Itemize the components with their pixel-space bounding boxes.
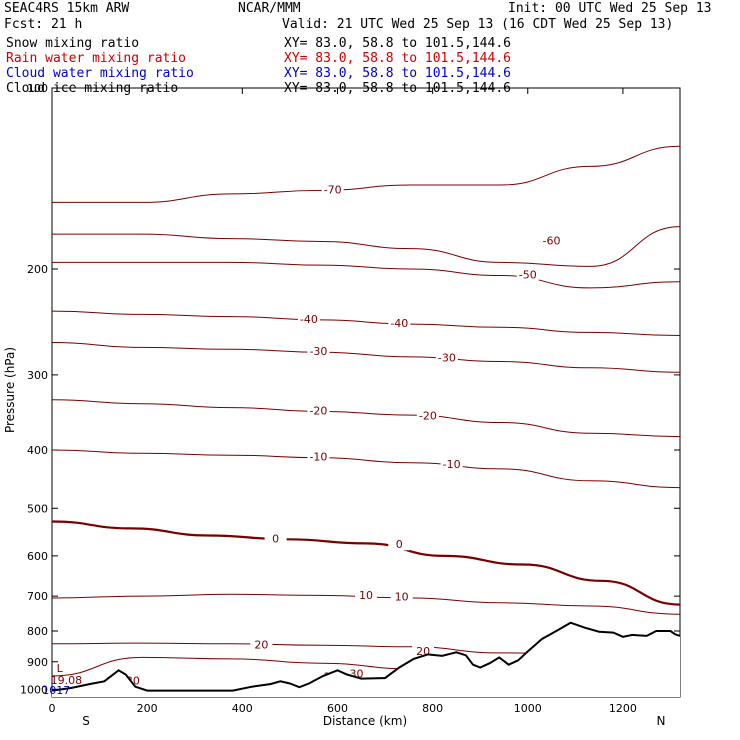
contour-label: 10 xyxy=(359,589,373,602)
isotherm-line xyxy=(51,310,681,336)
y-tick-label: 800 xyxy=(27,625,48,638)
contour-label: -30 xyxy=(438,352,456,365)
contour-label-bg xyxy=(250,638,273,651)
y-tick-label: 600 xyxy=(27,550,48,563)
contour-label: -40 xyxy=(300,313,318,326)
x-tick-label: 200 xyxy=(137,702,158,715)
y-tick-label: 100 xyxy=(27,82,48,95)
y-tick-label: 200 xyxy=(27,263,48,276)
isotherm-line xyxy=(51,520,681,606)
contour-label-bg xyxy=(307,404,330,417)
contour-label-bg xyxy=(321,183,344,196)
contour-label-bg xyxy=(388,317,411,330)
contour-label-bg xyxy=(435,351,458,364)
contour-label: -20 xyxy=(309,404,327,417)
y-axis-label: Pressure (hPa) xyxy=(3,347,17,433)
contour-label-bg xyxy=(390,590,413,603)
terrain-line xyxy=(51,621,681,692)
contour-label: -70 xyxy=(324,183,342,196)
x-end-label-north: N xyxy=(657,714,666,728)
contour-label: 10 xyxy=(395,591,409,604)
x-end-label-south: S xyxy=(82,714,90,728)
contour-label-bg xyxy=(540,234,563,247)
surface-pressure-value: 1017 xyxy=(42,684,70,697)
y-tick-label: 1000 xyxy=(20,683,48,696)
center-title: NCAR/MMM xyxy=(238,1,301,16)
contour-label-bg xyxy=(516,268,539,281)
y-tick-label: 500 xyxy=(27,502,48,515)
contour-label: -60 xyxy=(543,234,561,247)
contour-label: 0 xyxy=(396,538,403,551)
field-label-rain: Rain water mixing ratio xyxy=(6,51,186,66)
contour-label: -10 xyxy=(309,451,327,464)
field-xy-rain: XY= 83.0, 58.8 to 101.5,144.6 xyxy=(284,51,511,66)
contour-label: 0 xyxy=(272,532,279,545)
field-label-snow: Snow mixing ratio xyxy=(6,36,139,51)
isotherm-line xyxy=(51,399,681,438)
contour-label: 20 xyxy=(254,638,268,651)
init-time: Init: 00 UTC Wed 25 Sep 13 xyxy=(508,1,712,16)
x-tick-label: 0 xyxy=(49,702,56,715)
contour-label: -10 xyxy=(443,458,461,471)
x-axis-label: Distance (km) xyxy=(323,714,407,728)
terrain-fill xyxy=(52,622,680,697)
field-xy-snow: XY= 83.0, 58.8 to 101.5,144.6 xyxy=(284,36,511,51)
contour-label-bg xyxy=(355,589,377,602)
isotherm-line xyxy=(51,145,681,203)
contour-label-bg xyxy=(307,345,330,358)
low-pressure-value: 19.08 xyxy=(51,674,83,687)
valid-time: Valid: 21 UTC Wed 25 Sep 13 (16 CDT Wed … xyxy=(282,17,673,32)
contour-label-bg xyxy=(307,450,330,463)
field-label-cloud-water: Cloud water mixing ratio xyxy=(6,66,194,81)
field-xy-cloud-water: XY= 83.0, 58.8 to 101.5,144.6 xyxy=(284,66,511,81)
low-pressure-marker: L xyxy=(57,662,64,675)
isotherm-line xyxy=(52,261,681,289)
contour-label: -30 xyxy=(309,345,327,358)
y-tick-label: 900 xyxy=(27,656,48,669)
x-tick-label: 1000 xyxy=(514,702,542,715)
contour-label-bg xyxy=(388,538,411,551)
contour-label-bg xyxy=(416,409,439,422)
forecast-hour: Fcst: 21 h xyxy=(4,17,82,32)
x-tick-label: 600 xyxy=(327,702,348,715)
contour-label-bg xyxy=(440,458,463,471)
y-tick-label: 300 xyxy=(27,369,48,382)
contour-label: -50 xyxy=(519,268,537,281)
x-tick-label: 400 xyxy=(232,702,253,715)
isotherm-line xyxy=(51,342,681,373)
contour-label-bg xyxy=(297,312,320,325)
contour-label-bg xyxy=(264,532,287,545)
x-tick-label: 800 xyxy=(422,702,443,715)
y-tick-label: 400 xyxy=(27,444,48,457)
isotherm-line xyxy=(52,226,681,267)
isotherm-line xyxy=(51,449,681,489)
model-title: SEAC4RS 15km ARW xyxy=(4,1,129,16)
x-tick-label: 1200 xyxy=(609,702,637,715)
contour-label: -20 xyxy=(419,410,437,423)
y-tick-label: 700 xyxy=(27,590,48,603)
contour-label: -40 xyxy=(390,317,408,330)
